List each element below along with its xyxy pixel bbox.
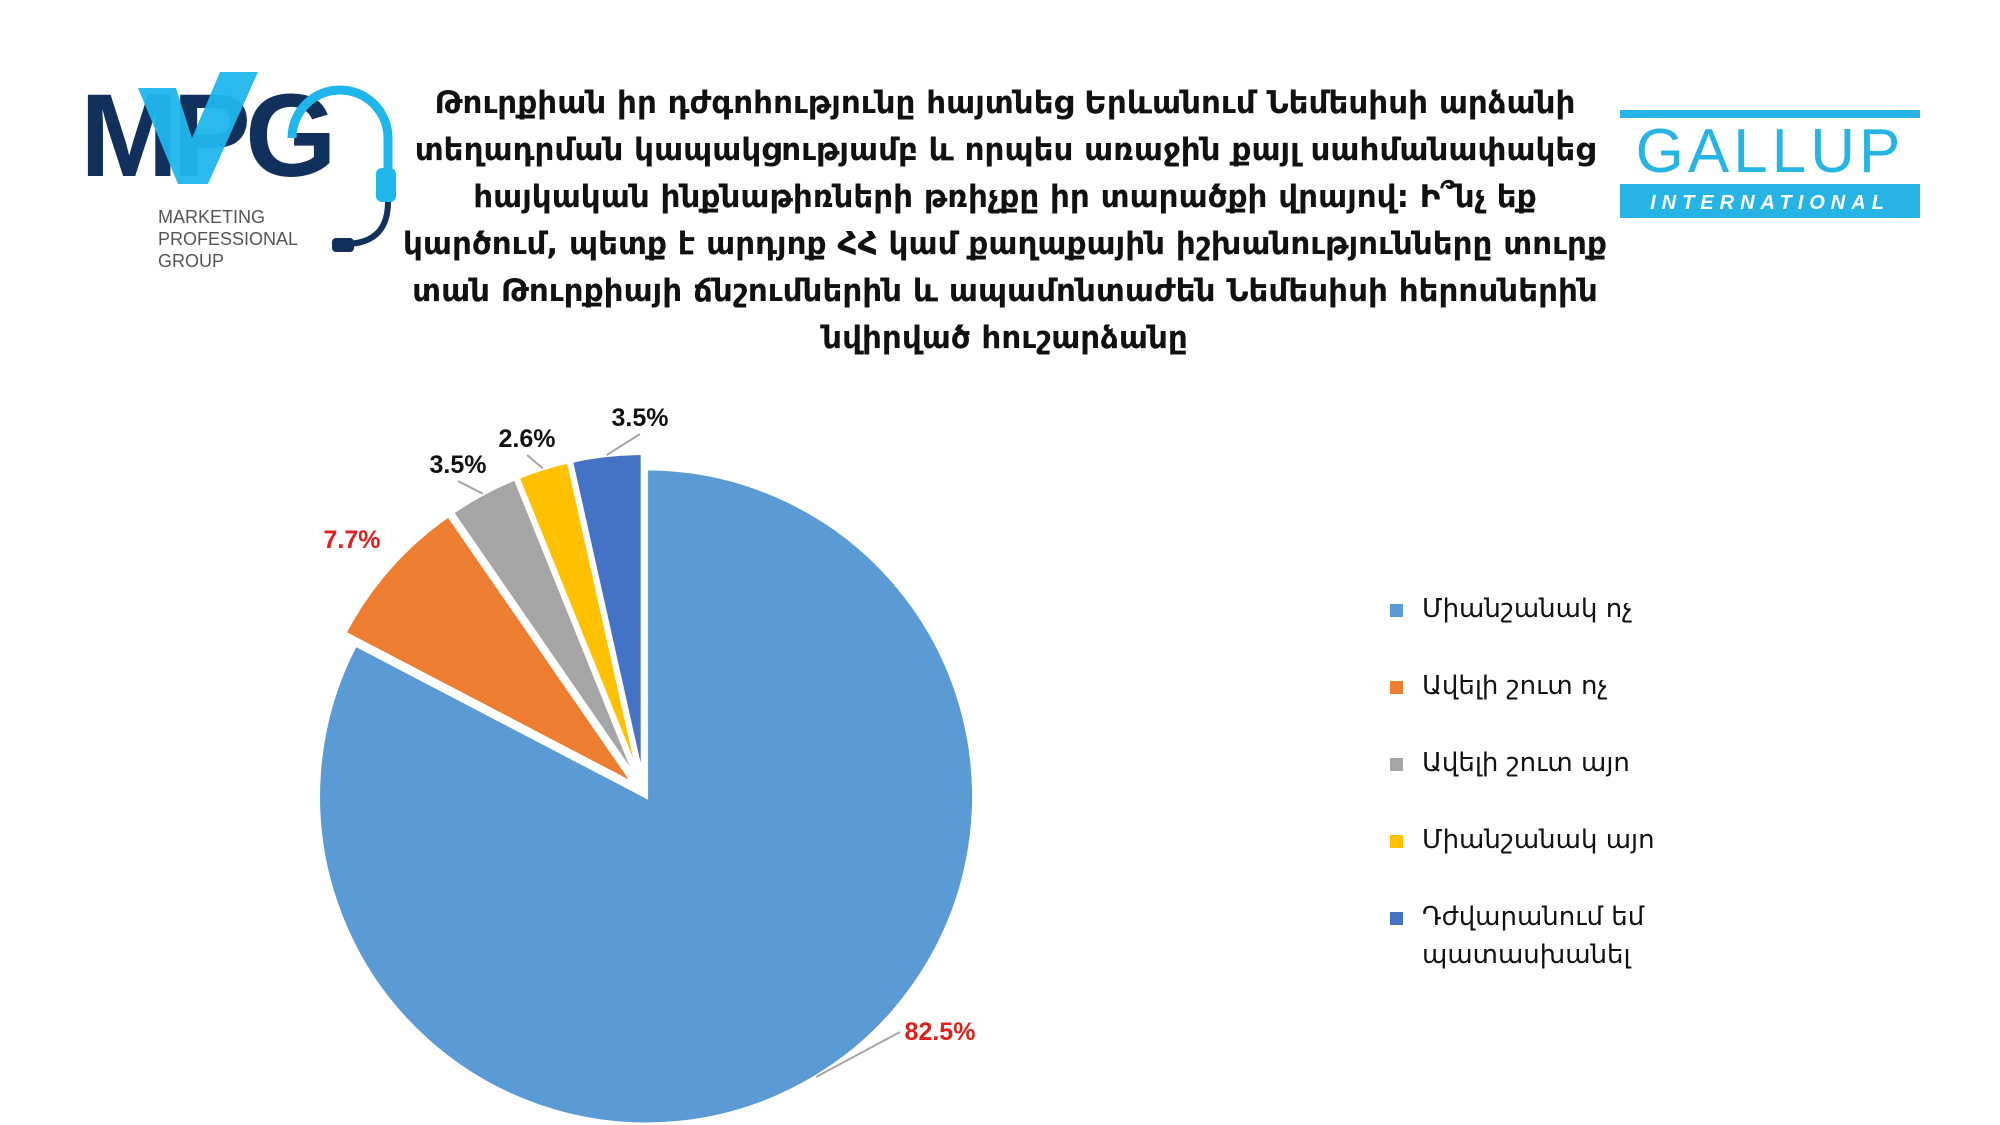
data-label-2: 7.7% [324,526,381,554]
legend-swatch [1390,758,1403,771]
chart-legend: Միանշանակ ոչ Ավելի շուտ ոչ Ավելի շուտ այո Մ… [1390,590,1810,975]
legend-label: Միանշանակ այո [1422,825,1655,855]
pie-slice-1 [316,466,977,1125]
legend-label: Միանշանակ ոչ [1422,594,1633,624]
mpg-logo-line1: MARKETING [158,207,265,227]
mpg-logo-line3: GROUP [158,251,224,271]
data-label-5: 3.5% [612,404,669,432]
legend-label: Ավելի շուտ այո [1422,748,1630,778]
gallup-logo: GALLUP INTERNATIONAL [1620,110,1920,218]
legend-item-2: Ավելի շուտ ոչ [1390,667,1810,744]
pie-slice-3 [449,475,641,784]
gallup-logo-sub: INTERNATIONAL [1650,192,1890,214]
pie-slice-4 [514,459,643,783]
mpg-logo-line2: PROFESSIONAL [158,229,298,249]
headset-icon [287,85,393,178]
legend-swatch [1390,681,1403,694]
leader-line-5 [606,433,641,456]
leader-line-4 [526,454,544,470]
legend-item-4: Միանշանակ այո [1390,821,1810,898]
chart-title: Թուրքիան իր դժգոհությունը հայտնեց Երևանո… [403,85,1607,356]
mpg-checkmark-icon [138,72,258,184]
pie-slice-2 [341,512,637,787]
legend-item-3: Ավելի շուտ այո [1390,744,1810,821]
data-label-3: 3.5% [430,451,487,479]
mpg-logo: MPG MARKETING PROFESSIONAL GROUP [80,70,396,271]
gallup-logo-name: GALLUP [1636,117,1905,186]
legend-item-5: Դժվարանում եմ պատասխանել [1390,898,1810,975]
legend-swatch [1390,604,1403,617]
leader-line-3 [457,480,484,495]
legend-label: Դժվարանում եմ պատասխանել [1422,902,1645,970]
legend-label: Ավելի շուտ ոչ [1422,671,1608,701]
data-label-4: 2.6% [499,425,556,453]
data-label-1: 82.5% [905,1018,976,1046]
legend-swatch [1390,835,1403,848]
legend-item-1: Միանշանակ ոչ [1390,590,1810,667]
pie-slice-5 [568,451,645,782]
legend-swatch [1390,912,1403,925]
leader-line-1 [815,1031,901,1078]
